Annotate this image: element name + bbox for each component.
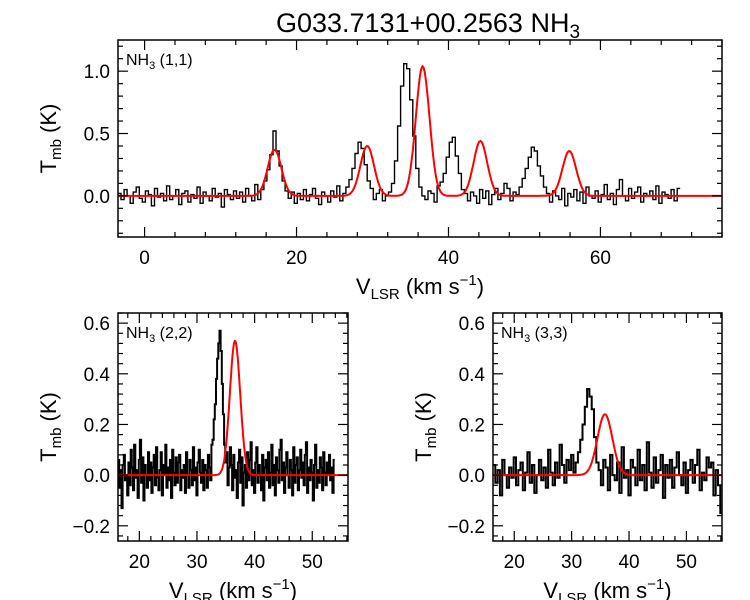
y-axis-label: Tmb (K) (36, 104, 65, 174)
x-axis-label-subscript: LSR (184, 590, 213, 600)
x-tick-label: 60 (590, 248, 611, 269)
y-axis-label-subscript: mb (48, 428, 65, 449)
x-tick-label: 20 (286, 248, 307, 269)
x-tick-label: 20 (504, 552, 525, 573)
panel-label-main: NH (126, 52, 149, 69)
x-axis-label-close: ) (477, 274, 484, 299)
x-axis-label-rest: (km s (400, 274, 460, 299)
y-tick-label: 0.5 (84, 125, 110, 146)
gaussian-fit-line (118, 339, 348, 477)
panel-label-subscript: 3 (149, 60, 155, 72)
panel-nh3-3-3: 20 30 40 50 −0.2 0.0 0.2 0.4 0.6 NH3 (3,3) VLSR (k… (411, 312, 723, 600)
x-tick-label: 50 (676, 552, 697, 573)
y-tick-label: 0.0 (459, 466, 485, 487)
y-tick-label: 1.0 (84, 62, 110, 83)
y-tick-label: 0.2 (84, 415, 110, 436)
panel-label-rest: (3,3) (530, 325, 567, 342)
x-axis-label-main: V (356, 274, 371, 299)
observed-spectrum-line (118, 329, 335, 510)
y-tick-label: −0.2 (72, 517, 110, 538)
panel-nh3-1-1: 0 20 40 60 0.0 0.5 1.0 NH3 (1,1) VLSR (km s−1) Tm… (36, 39, 723, 303)
x-axis-label-close: ) (664, 578, 671, 600)
x-tick-label: 30 (186, 552, 207, 573)
y-axis-label: Tmb (K) (411, 392, 440, 462)
y-axis-label-subscript: mb (48, 139, 65, 160)
gaussian-fit-line (118, 64, 722, 197)
panel-label-subscript: 3 (524, 333, 530, 345)
x-tick-label: 40 (438, 248, 459, 269)
panel-nh3-2-2: 20 30 40 50 −0.2 0.0 0.2 0.4 0.6 NH3 (2,2) VLSR (k… (36, 312, 349, 600)
x-axis-label-rest: (km s (587, 578, 647, 600)
y-tick-label: 0.0 (84, 466, 110, 487)
figure-title-subscript: 3 (569, 22, 580, 43)
panel-label-main: NH (501, 325, 524, 342)
y-axis-label-rest: (K) (411, 392, 436, 427)
y-tick-label: 0.4 (459, 365, 486, 386)
panel-label-subscript: 3 (149, 333, 155, 345)
figure-title: G033.7131+00.2563 NH3 (276, 8, 580, 43)
panel-label-rest: (2,2) (155, 325, 192, 342)
plot-frame (117, 39, 723, 238)
plot-frame (492, 312, 723, 542)
x-axis-label-superscript: −1 (273, 576, 290, 593)
y-tick-label: −0.2 (447, 517, 485, 538)
y-axis-label-main: T (411, 448, 436, 461)
x-axis-label-main: V (169, 578, 184, 600)
x-tick-label: 40 (618, 552, 639, 573)
panel-label: NH3 (3,3) (501, 325, 568, 345)
panel-label: NH3 (2,2) (126, 325, 193, 345)
figure-title-main: G033.7131+00.2563 NH (276, 8, 569, 38)
panel-label-main: NH (126, 325, 149, 342)
y-tick-label: 0.6 (84, 314, 110, 335)
y-tick-label: 0.6 (459, 314, 485, 335)
x-axis-label: VLSR (km s−1) (356, 272, 484, 303)
x-tick-label: 30 (561, 552, 582, 573)
x-axis-label: VLSR (km s−1) (169, 576, 297, 600)
x-axis-label: VLSR (km s−1) (543, 576, 671, 600)
y-tick-label: 0.0 (84, 187, 110, 208)
x-axis-label-superscript: −1 (647, 576, 664, 593)
gaussian-fit-line (493, 413, 722, 477)
panel-label-rest: (1,1) (155, 52, 192, 69)
observed-spectrum-line (493, 388, 722, 515)
x-tick-label: 40 (244, 552, 265, 573)
x-axis-label-superscript: −1 (460, 272, 477, 289)
y-tick-label: 0.2 (459, 415, 485, 436)
x-axis-label-subscript: LSR (558, 590, 587, 600)
panel-label: NH3 (1,1) (126, 52, 193, 72)
observed-spectrum-line (118, 63, 681, 208)
x-axis-label-main: V (543, 578, 558, 600)
x-axis-label-subscript: LSR (371, 286, 400, 303)
x-tick-label: 50 (302, 552, 323, 573)
x-tick-label: 0 (139, 248, 150, 269)
y-axis-label-rest: (K) (36, 392, 61, 427)
y-tick-label: 0.4 (84, 365, 111, 386)
y-axis-label: Tmb (K) (36, 392, 65, 462)
y-axis-label-rest: (K) (36, 104, 61, 139)
x-axis-label-close: ) (290, 578, 297, 600)
x-tick-label: 20 (129, 552, 150, 573)
y-axis-label-main: T (36, 160, 61, 173)
y-axis-label-main: T (36, 448, 61, 461)
y-axis-label-subscript: mb (423, 428, 440, 449)
x-axis-label-rest: (km s (213, 578, 273, 600)
plot-frame (117, 312, 349, 542)
